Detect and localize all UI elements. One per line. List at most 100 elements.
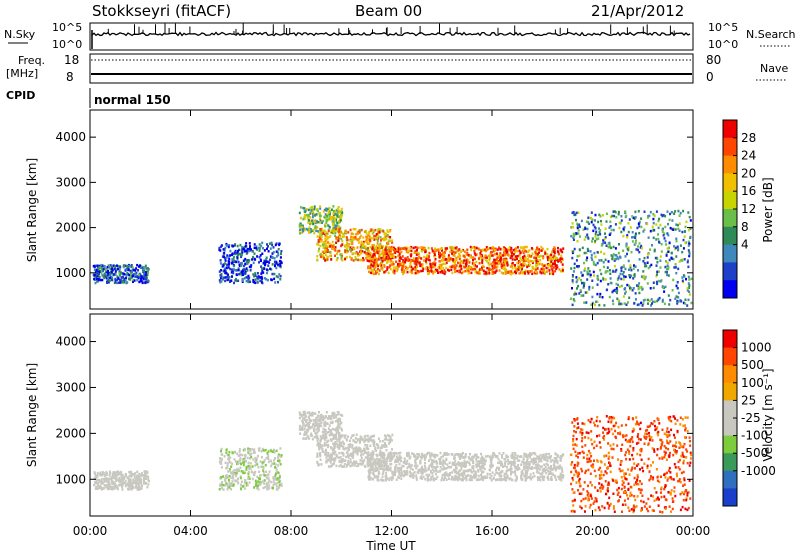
echo-cell-band-2 [459, 262, 462, 266]
echo-cell-band-2 [397, 248, 400, 252]
echo-cell-band-2 [432, 477, 435, 480]
echo-cell-band-5 [612, 210, 615, 213]
echo-cell-band-4 [254, 281, 257, 285]
echo-cell-band-0 [319, 207, 322, 210]
echo-cell-band-2 [472, 258, 474, 262]
echo-cell-band-4 [275, 262, 278, 265]
echo-cell-band-4 [261, 252, 264, 255]
echo-cell-band-3 [140, 278, 142, 281]
echo-cell-band-2 [523, 259, 526, 263]
echo-cell-band-5 [578, 292, 581, 295]
echo-cell-band-5 [612, 289, 615, 293]
echo-cell-band-3 [114, 265, 116, 268]
echo-cell-band-0 [314, 226, 317, 229]
echo-cell-band-2 [515, 271, 518, 275]
echo-cell-band-1 [388, 456, 391, 459]
echo-cell-band-2 [528, 270, 531, 273]
echo-cell-band-1 [332, 447, 335, 450]
echo-cell-band-1 [373, 443, 376, 446]
echo-cell-band-2 [471, 456, 474, 459]
echo-cell-band-2 [530, 453, 533, 456]
power-ylabel: Slant Range [km] [25, 158, 39, 262]
echo-cell-band-2 [455, 258, 458, 262]
echo-cell-band-2 [464, 455, 467, 458]
echo-cell-band-2 [510, 471, 512, 474]
echo-cell-band-2 [546, 475, 549, 478]
echo-cell-band-2 [533, 271, 536, 274]
echo-cell-band-2 [469, 255, 472, 258]
echo-cell-band-2 [539, 472, 542, 476]
echo-cell-band-1 [326, 454, 329, 457]
echo-cell-band-2 [497, 461, 500, 464]
echo-cell-band-1 [346, 241, 349, 245]
echo-cell-band-0 [308, 226, 311, 230]
echo-cell-band-1 [359, 439, 362, 442]
echo-cell-band-0 [304, 209, 307, 213]
echo-cell-band-2 [541, 263, 544, 266]
echo-cell-band-5 [594, 263, 597, 267]
echo-cell-band-2 [543, 458, 546, 461]
echo-cell-band-3 [108, 470, 111, 473]
echo-cell-band-5 [571, 287, 573, 290]
echo-cell-band-0 [324, 424, 327, 427]
echo-cell-band-2 [469, 457, 472, 461]
echo-cell-band-1 [344, 245, 347, 249]
echo-cell-band-5 [657, 233, 659, 236]
echo-cell-band-2 [427, 267, 429, 270]
echo-cell-band-1 [329, 455, 331, 459]
echo-cell-band-1 [342, 445, 345, 449]
echo-cell-band-4 [256, 255, 259, 258]
echo-cell-band-2 [550, 253, 553, 256]
echo-cell-band-0 [326, 213, 329, 216]
echo-cell-band-2 [516, 246, 519, 249]
echo-cell-band-2 [552, 463, 555, 467]
echo-cell-band-2 [400, 456, 403, 460]
echo-cell-band-2 [392, 455, 395, 458]
echo-cell-band-2 [546, 270, 548, 273]
echo-cell-band-2 [515, 475, 518, 479]
echo-cell-band-5 [617, 213, 620, 216]
echo-cell-band-1 [366, 446, 369, 449]
echo-cell-band-5 [612, 245, 615, 249]
echo-cell-band-2 [492, 476, 495, 480]
echo-cell-band-1 [358, 448, 361, 451]
echo-cell-band-2 [498, 474, 501, 477]
echo-cell-band-2 [463, 477, 466, 480]
echo-cell-band-1 [326, 458, 329, 462]
echo-cell-band-2 [520, 478, 523, 481]
echo-cell-band-1 [380, 244, 383, 248]
echo-cell-band-2 [515, 255, 517, 258]
echo-cell-band-2 [522, 261, 525, 265]
echo-cell-band-5 [667, 267, 670, 271]
echo-cell-band-0 [310, 425, 313, 429]
echo-cell-band-2 [400, 477, 403, 480]
echo-cell-band-5 [598, 230, 601, 234]
echo-cell-band-2 [493, 247, 496, 250]
echo-cell-band-2 [510, 270, 513, 273]
echo-cell-band-1 [355, 448, 358, 451]
echo-cell-band-2 [367, 478, 370, 481]
echo-cell-band-2 [459, 478, 462, 481]
echo-cell-band-4 [256, 272, 259, 275]
echo-cell-band-0 [319, 217, 321, 220]
echo-cell-band-5 [667, 274, 670, 277]
echo-cell-band-5 [661, 298, 664, 302]
echo-cell-band-2 [448, 265, 451, 269]
echo-cell-band-3 [133, 279, 136, 282]
echo-cell-band-2 [548, 471, 551, 474]
echo-cell-band-1 [362, 240, 365, 244]
echo-cell-band-5 [624, 267, 627, 271]
echo-cell-band-1 [356, 449, 359, 453]
echo-cell-band-4 [273, 272, 276, 276]
freq-right-tick-low: 0 [706, 70, 714, 84]
echo-cell-band-2 [391, 472, 394, 475]
echo-cell-band-5 [659, 280, 662, 283]
echo-cell-band-2 [482, 478, 484, 482]
echo-cell-band-2 [381, 475, 384, 479]
echo-cell-band-1 [326, 250, 329, 253]
echo-cell-band-2 [427, 478, 430, 481]
echo-cell-band-3 [130, 273, 132, 277]
echo-cell-band-2 [414, 260, 417, 263]
echo-cell-band-3 [125, 274, 128, 277]
echo-cell-band-2 [510, 464, 513, 467]
